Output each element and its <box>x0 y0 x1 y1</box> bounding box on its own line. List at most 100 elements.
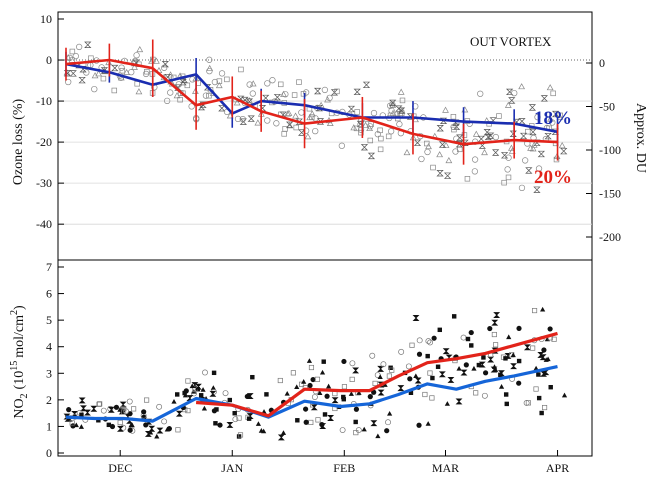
ozone-observation-marker <box>397 88 405 95</box>
no2-observation-marker <box>516 380 522 386</box>
no2-observation-marker <box>308 364 315 371</box>
y-tick-label: -10 <box>36 94 52 108</box>
ozone-observation-marker <box>546 84 554 91</box>
ozone-observation-marker <box>282 91 289 98</box>
ozone-observation-marker <box>366 124 374 132</box>
ylabel-no-sub: 2 <box>19 393 30 398</box>
ozone-observation-marker <box>385 133 392 140</box>
no2-observation-marker <box>361 426 367 432</box>
ozone-observation-marker <box>326 119 334 127</box>
y-tick-label: 10 <box>40 12 52 26</box>
ozone-observation-marker <box>117 74 125 81</box>
red-ozone-series <box>65 39 559 165</box>
ozone-observation-marker <box>396 121 403 128</box>
ozone-observation-marker <box>206 92 212 99</box>
no2-observation-marker <box>303 406 309 412</box>
no2-observation-marker <box>503 356 508 361</box>
no2-observation-marker <box>209 390 217 397</box>
no2-observation-marker <box>405 363 412 370</box>
ozone-observation-marker <box>184 82 191 89</box>
no2-observation-marker <box>277 434 285 441</box>
ozone-observation-marker <box>128 69 135 76</box>
ozone-observation-marker <box>100 75 107 82</box>
ozone-observation-marker <box>358 129 364 136</box>
ozone-observation-marker <box>324 96 331 103</box>
ozone-observation-marker <box>442 106 449 113</box>
ozone-observation-marker <box>264 80 271 87</box>
no2-observation-marker <box>412 315 420 321</box>
y-tick-label: -20 <box>36 135 52 149</box>
no2-observation-marker <box>353 430 359 436</box>
no2-observation-marker <box>465 336 471 342</box>
ozone-observation-marker <box>334 88 340 95</box>
no2-observation-marker <box>442 348 450 355</box>
ozone-observation-marker <box>91 72 99 79</box>
ozone-observation-marker <box>285 109 293 116</box>
no2-observation-marker <box>191 390 197 397</box>
ozone-observation-marker <box>66 54 73 62</box>
ozone-observation-marker <box>436 170 444 177</box>
ozone-observation-marker <box>321 86 329 94</box>
no2-observation-marker <box>493 312 501 319</box>
no2-observation-marker <box>431 335 437 341</box>
no2-observation-marker <box>456 365 462 371</box>
y2-tick-label: -150 <box>599 187 621 201</box>
ozone-observation-marker <box>529 145 537 152</box>
ozone-observation-marker <box>551 110 560 118</box>
no2-observation-marker <box>332 391 338 397</box>
y-tick-label: 0 <box>46 446 52 460</box>
ozone-observation-marker <box>347 105 356 113</box>
no2-observation-marker <box>444 401 450 406</box>
no2-observation-marker <box>370 420 378 427</box>
no2-observation-marker <box>382 382 388 387</box>
ozone-observation-marker <box>354 109 360 115</box>
no2-observation-marker <box>280 430 287 435</box>
no2-observation-marker <box>78 397 86 404</box>
ozone-observation-marker <box>207 86 214 93</box>
ozone-observation-marker <box>273 120 280 127</box>
no2-observation-marker <box>116 425 124 432</box>
no2-observation-marker <box>469 343 474 348</box>
ozone-observation-marker <box>464 176 471 182</box>
ozone-observation-marker <box>389 101 396 108</box>
no2-observation-marker <box>185 378 191 384</box>
no2-observation-marker <box>487 325 493 332</box>
ozone-observation-marker <box>528 104 537 111</box>
no2-observation-marker <box>438 371 446 378</box>
ozone-observation-marker <box>418 155 425 163</box>
no2-observation-marker <box>141 409 147 415</box>
no2-observation-marker <box>143 422 149 428</box>
no2-observation-marker <box>460 334 467 341</box>
no2-observation-marker <box>427 339 434 346</box>
ozone-observation-marker <box>450 114 457 120</box>
no2-observation-marker <box>435 364 441 369</box>
no2-observation-marker <box>319 369 326 375</box>
ozone-observation-marker <box>389 99 397 106</box>
no2-observation-marker <box>126 398 133 405</box>
no2-observation-marker <box>482 370 489 376</box>
no2-observation-marker <box>66 407 72 413</box>
no2-observation-marker <box>148 425 156 432</box>
ozone-observation-marker <box>218 105 226 112</box>
ozone-observation-marker <box>425 143 432 150</box>
ozone-observation-marker <box>471 156 479 163</box>
ozone-observation-marker <box>560 147 568 155</box>
ylabel-close: ) <box>12 305 27 310</box>
no2-observation-marker <box>413 373 419 379</box>
no2-observation-marker <box>377 389 385 396</box>
ozone-observation-marker <box>234 115 242 123</box>
no2-observation-marker <box>100 407 107 414</box>
annotation-out-vortex: OUT VORTEX <box>470 34 552 49</box>
no2-observation-marker <box>498 372 503 378</box>
ozone-observation-marker <box>518 184 526 192</box>
ozone-observation-marker <box>91 85 98 93</box>
ozone-observation-marker <box>218 70 226 77</box>
no2-observation-marker <box>487 356 495 363</box>
y-tick-label: 3 <box>46 366 52 380</box>
no2-observation-marker <box>131 406 137 412</box>
ozone-observation-marker <box>273 94 282 101</box>
no2-observation-marker <box>531 307 538 314</box>
ozone-observation-marker <box>549 119 556 126</box>
no2-observation-marker <box>189 383 195 389</box>
